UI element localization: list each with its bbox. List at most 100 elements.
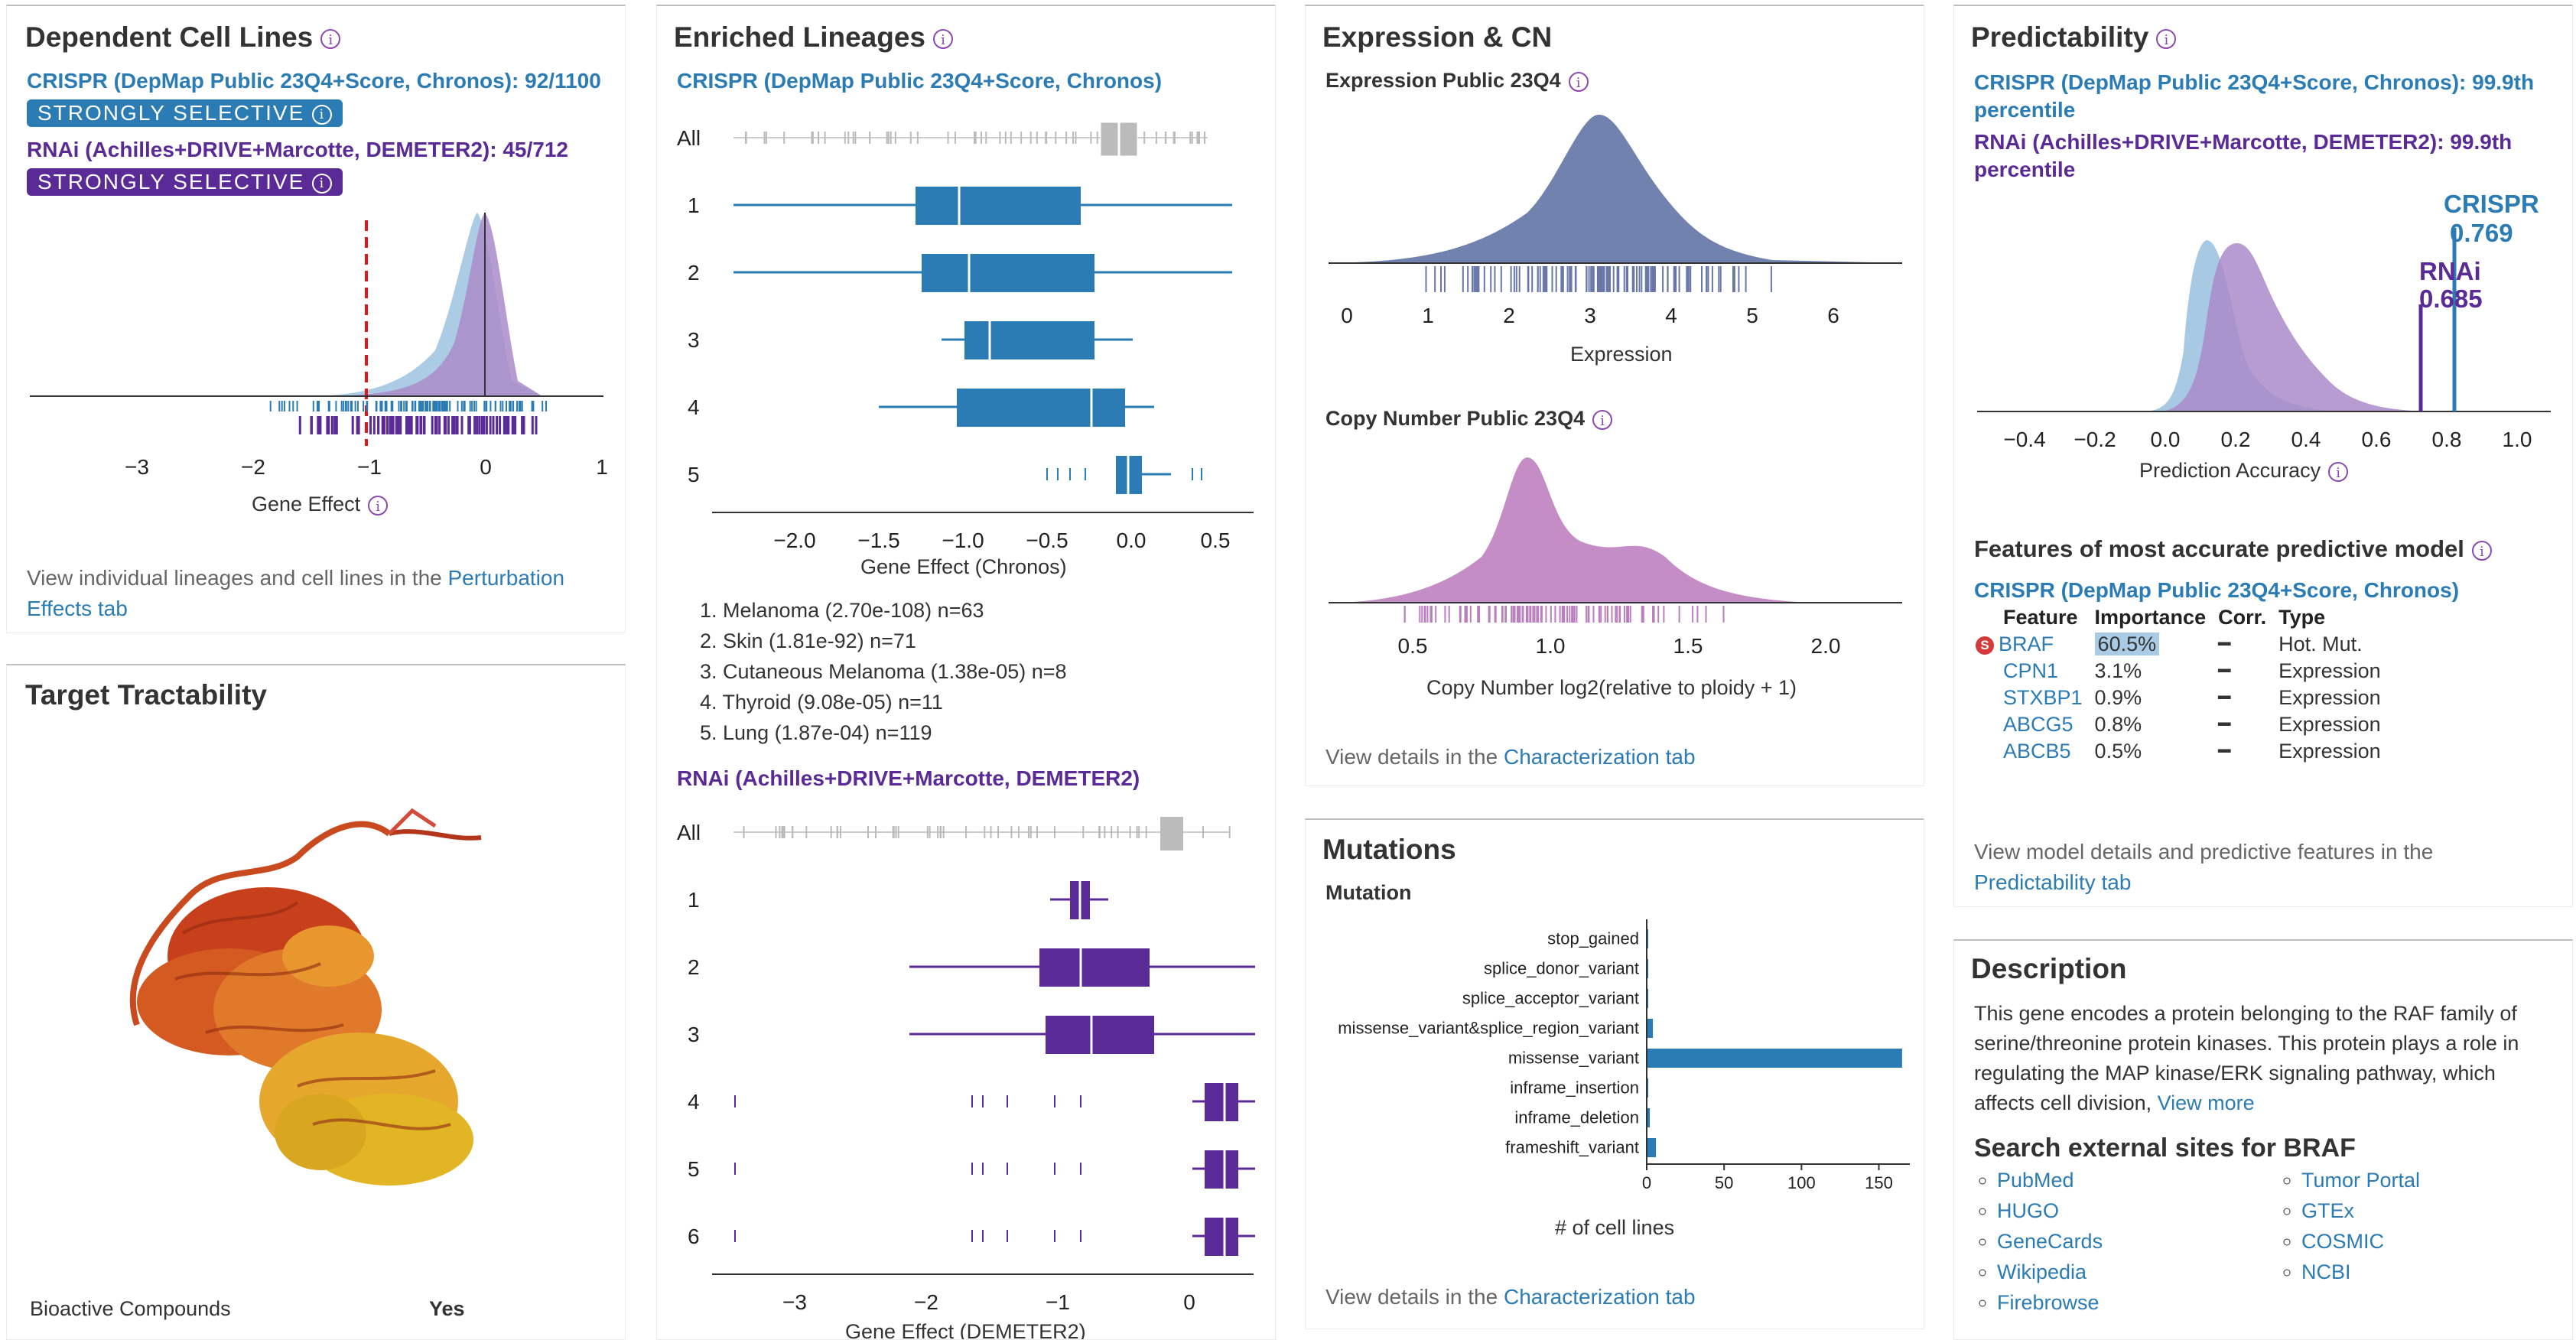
- crispr-row-labels: All 1 2 3 4 5: [677, 126, 701, 486]
- footer-text: View individual lineages and cell lines …: [27, 566, 448, 590]
- accuracy-xlabel: Prediction Accuracy i: [2139, 459, 2349, 483]
- tick-label: 0.6: [2362, 428, 2392, 451]
- predictability-title-text: Predictability: [1971, 21, 2149, 53]
- crispr-rug: [269, 401, 547, 411]
- importance-cell: 0.9%: [2094, 686, 2142, 709]
- ncbi-link[interactable]: NCBI: [2301, 1260, 2351, 1283]
- tick-label: 0.4: [2291, 428, 2321, 451]
- crispr-marker-value: 0.769: [2450, 219, 2513, 247]
- target-tractability-card: Target Tractability Bioactive Compounds …: [6, 664, 626, 1340]
- expression-xlabel: Expression: [1570, 343, 1673, 366]
- feature-link[interactable]: STXBP1: [2003, 686, 2083, 709]
- rnai-rug: [298, 416, 538, 434]
- rnai-lineage-ticks: −3 −2 −1 0: [782, 1290, 1195, 1314]
- info-icon[interactable]: i: [312, 104, 333, 125]
- info-icon[interactable]: i: [2328, 461, 2349, 482]
- header-feature: Feature: [2003, 606, 2078, 629]
- info-icon[interactable]: i: [320, 29, 341, 50]
- info-icon[interactable]: i: [1568, 71, 1589, 92]
- feature-link[interactable]: ABCB5: [2003, 740, 2071, 763]
- footer-text: View details in the: [1325, 745, 1504, 769]
- rnai-outliers: [734, 1095, 1081, 1242]
- crispr-label-line: percentile: [1974, 98, 2076, 122]
- features-title: Features of most accurate predictive mod…: [1974, 535, 2492, 563]
- predictability-card: Predictability i CRISPR (DepMap Public 23…: [1953, 5, 2573, 907]
- rnai-all-box: [733, 817, 1231, 851]
- tick-label: 100: [1787, 1173, 1816, 1192]
- expression-title: Expression & CN: [1322, 21, 1553, 53]
- predictability-tab-link[interactable]: Predictability tab: [1974, 870, 2132, 894]
- tick-label: 2: [1503, 304, 1515, 327]
- predictability-rnai-label: RNAi (Achilles+DRIVE+Marcotte, DEMETER2)…: [1974, 128, 2512, 184]
- rnai-dependent-label: RNAi (Achilles+DRIVE+Marcotte, DEMETER2)…: [27, 138, 568, 161]
- crispr-badge-text: STRONGLY SELECTIVE: [37, 101, 305, 125]
- cosmic-link[interactable]: COSMIC: [2301, 1230, 2384, 1253]
- prediction-accuracy-plot: CRISPR 0.769 RNAi 0.685 −0.4 −0.2 0.0 0.…: [1977, 190, 2551, 451]
- info-icon[interactable]: i: [2156, 29, 2177, 50]
- pubmed-link[interactable]: PubMed: [1997, 1169, 2074, 1192]
- predictability-crispr-label: CRISPR (DepMap Public 23Q4+Score, Chrono…: [1974, 69, 2534, 124]
- bar[interactable]: [1647, 1019, 1654, 1039]
- crispr-marker-label: CRISPR: [2444, 190, 2539, 218]
- tick-label: −2: [241, 455, 265, 479]
- info-icon[interactable]: i: [1592, 409, 1613, 430]
- characterization-link[interactable]: Characterization tab: [1503, 1285, 1696, 1309]
- row-label: 4: [688, 1090, 700, 1114]
- tick-label: 3: [1584, 304, 1596, 327]
- bar-label: inframe_deletion: [1514, 1108, 1639, 1127]
- type-cell: Hot. Mut.: [2278, 633, 2363, 655]
- crispr-selective-badge[interactable]: STRONGLY SELECTIVE i: [27, 99, 343, 127]
- feature-link[interactable]: BRAF: [1999, 633, 2054, 655]
- rnai-box-5: [1192, 1150, 1255, 1189]
- tick-label: −1.5: [857, 529, 899, 552]
- list-item: Wikipedia: [1997, 1259, 2103, 1285]
- feature-cell: ABCB5: [1976, 738, 2089, 765]
- lineage-box-1: [733, 187, 1232, 225]
- tick-label: 1.0: [2503, 428, 2532, 451]
- importance-cell: 3.1%: [2094, 659, 2142, 682]
- tumor-portal-link[interactable]: Tumor Portal: [2301, 1169, 2421, 1192]
- rnai-box-3: [909, 1016, 1255, 1054]
- dependent-title: Dependent Cell Lines i: [25, 21, 341, 54]
- table-row: STXBP1 0.9% ━ Expression: [1976, 685, 2387, 711]
- lineage-item: 4. Thyroid (9.08e-05) n=11: [700, 691, 943, 714]
- tick-label: 5: [1746, 304, 1758, 327]
- characterization-link[interactable]: Characterization tab: [1503, 745, 1696, 769]
- feature-cell: STXBP1: [1976, 685, 2089, 711]
- lineage-box-4: [879, 389, 1154, 427]
- tick-label: 0.8: [2432, 428, 2462, 451]
- view-more-link[interactable]: View more: [2157, 1091, 2255, 1114]
- info-icon[interactable]: i: [933, 29, 953, 50]
- feature-link[interactable]: CPN1: [2003, 659, 2059, 682]
- dependent-ticks: −3 −2 −1 0 1: [125, 455, 608, 479]
- gtex-link[interactable]: GTEx: [2301, 1199, 2355, 1222]
- tick-label: −3: [782, 1290, 807, 1314]
- row-label: 5: [688, 463, 700, 486]
- importance-cell: 0.5%: [2094, 740, 2142, 763]
- tick-label: −2.0: [773, 529, 815, 552]
- genecards-link[interactable]: GeneCards: [1997, 1230, 2103, 1253]
- bar[interactable]: [1647, 1108, 1650, 1128]
- info-icon[interactable]: i: [312, 173, 333, 194]
- enriched-lineages-card: Enriched Lineages i CRISPR (DepMap Public…: [656, 5, 1276, 1340]
- rnai-box-4: [1192, 1083, 1255, 1121]
- hugo-link[interactable]: HUGO: [1997, 1199, 2059, 1222]
- expression-ticks: 0 1 2 3 4 5 6: [1341, 304, 1839, 327]
- info-icon[interactable]: i: [2471, 540, 2492, 561]
- feature-cell: ABCG5: [1976, 711, 2089, 738]
- description-card: Description This gene encodes a protein …: [1953, 939, 2573, 1340]
- table-row: ABCG5 0.8% ━ Expression: [1976, 711, 2387, 738]
- tractability-row-value: Yes: [429, 1297, 465, 1320]
- bar[interactable]: [1647, 1138, 1657, 1158]
- wikipedia-link[interactable]: Wikipedia: [1997, 1260, 2087, 1283]
- info-icon[interactable]: i: [368, 495, 389, 516]
- bar[interactable]: [1647, 1049, 1902, 1068]
- tick-label: −1: [1046, 1290, 1070, 1314]
- perturbation-effects-link[interactable]: Perturbation Effects tab: [27, 566, 565, 620]
- firebrowse-link[interactable]: Firebrowse: [1997, 1291, 2100, 1314]
- rnai-selective-badge[interactable]: STRONGLY SELECTIVE i: [27, 168, 343, 196]
- list-item: NCBI: [2301, 1259, 2420, 1285]
- cn-label-text: Copy Number Public 23Q4: [1325, 407, 1586, 430]
- feature-link[interactable]: ABCG5: [2003, 713, 2073, 736]
- dependent-distribution-plot: −3 −2 −1 0 1: [30, 213, 608, 479]
